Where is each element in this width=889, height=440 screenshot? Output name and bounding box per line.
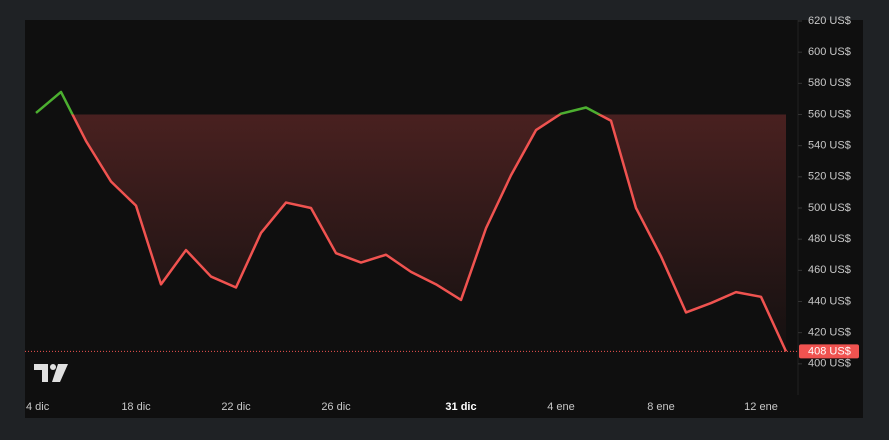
y-tick-label: 560 US$ bbox=[808, 108, 851, 120]
y-tick-label: 620 US$ bbox=[808, 15, 851, 27]
y-tick-label: 540 US$ bbox=[808, 140, 851, 152]
x-tick-label: 22 dic bbox=[221, 401, 251, 413]
x-tick-label: 12 ene bbox=[744, 401, 778, 413]
x-tick-label: 31 dic bbox=[445, 401, 476, 413]
y-tick-label: 480 US$ bbox=[808, 233, 851, 245]
price-label: 408 US$ bbox=[808, 345, 851, 357]
y-tick-label: 400 US$ bbox=[808, 358, 851, 370]
y-tick-label: 580 US$ bbox=[808, 77, 851, 89]
y-tick-label: 440 US$ bbox=[808, 295, 851, 307]
y-tick-label: 520 US$ bbox=[808, 171, 851, 183]
y-tick-label: 500 US$ bbox=[808, 202, 851, 214]
y-tick-label: 420 US$ bbox=[808, 327, 851, 339]
y-tick-label: 460 US$ bbox=[808, 264, 851, 276]
x-tick-label: 26 dic bbox=[321, 401, 351, 413]
x-tick-label: 18 dic bbox=[121, 401, 151, 413]
x-tick-label: 4 dic bbox=[26, 401, 50, 413]
price-tag bbox=[799, 344, 859, 359]
y-tick-label: 600 US$ bbox=[808, 46, 851, 58]
area bbox=[36, 114, 786, 352]
line-down bbox=[71, 114, 788, 352]
x-tick-label: 8 ene bbox=[647, 401, 675, 413]
logo bbox=[34, 364, 68, 382]
x-tick-label: 4 ene bbox=[547, 401, 575, 413]
